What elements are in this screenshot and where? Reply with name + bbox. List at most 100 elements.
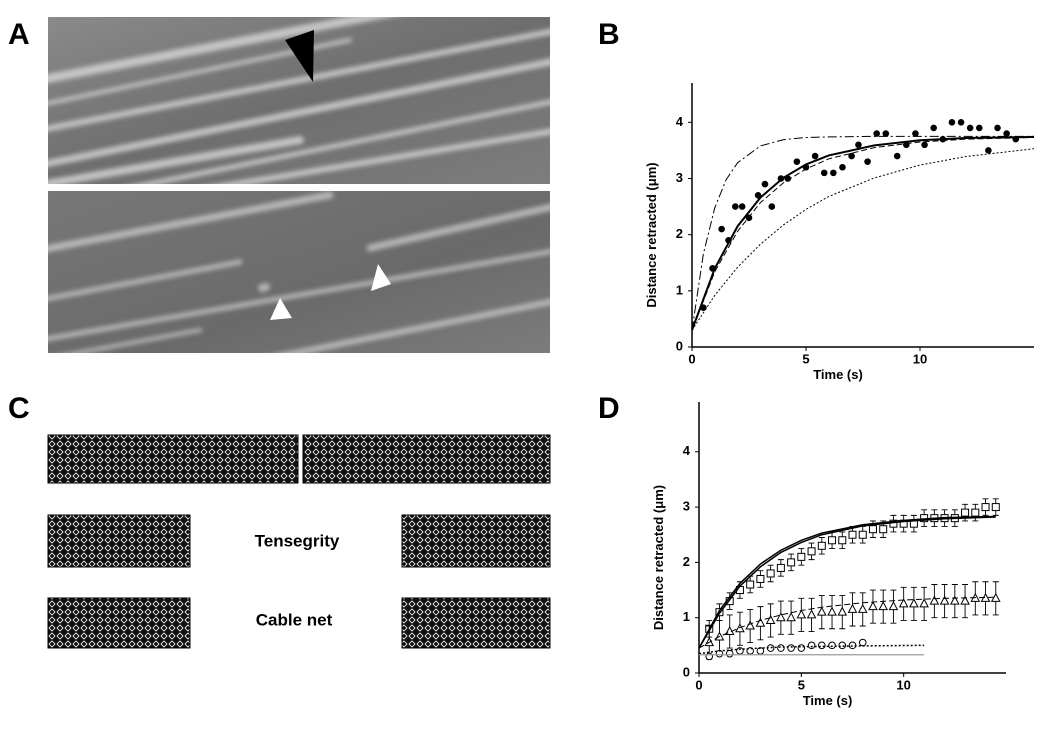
data-point [765,614,776,624]
data-point [754,192,762,199]
data-point [960,595,970,605]
data-point [1003,130,1010,137]
fit-curve [691,135,1034,331]
data-point [839,163,846,171]
data-point [755,617,766,627]
data-point [820,169,828,177]
data-point [975,124,983,132]
y-axis-label: Distance retracted (μm) [644,162,659,307]
x-tick-label: 10 [913,351,927,366]
data-point [806,609,817,619]
data-point [864,158,871,165]
y-axis-label: Distance retracted (μm) [651,485,666,630]
fit-curve [698,516,996,649]
data-point [776,612,786,622]
fit-curve [691,136,1035,331]
data-point [848,152,855,160]
fit-curve [691,148,1035,331]
diagram [47,434,551,649]
data-point [725,649,734,658]
data-point [948,119,956,126]
arrowhead [285,30,314,82]
data-point [787,558,796,567]
data-point [817,541,826,550]
data-point [912,130,919,137]
diagram-label: Tensegrity [255,531,340,550]
data-point [786,612,796,622]
y-tick-label: 2 [676,226,683,241]
data-point [738,203,746,210]
x-tick-label: 0 [688,351,695,366]
data-point [957,119,965,126]
data-point [848,530,857,539]
x-axis-label: Time (s) [803,693,853,708]
data-point [768,203,776,210]
y-tick-label: 3 [676,170,683,185]
y-tick-label: 0 [683,664,690,679]
data-point [966,124,974,132]
data-point [921,141,928,149]
data-point [909,598,919,608]
data-point [919,598,929,608]
fit-curve [698,644,925,655]
data-point [994,124,1001,132]
data-point [971,508,980,517]
data-point [807,547,816,556]
y-tick-label: 2 [683,554,690,569]
data-point [797,644,806,652]
panel-label: A [8,18,30,51]
panel-label: C [8,392,30,425]
data-point [888,601,899,611]
y-tick-label: 1 [676,282,683,297]
y-tick-label: 4 [676,114,684,129]
data-point [766,569,775,578]
data-point [873,130,880,137]
data-point [930,124,937,132]
x-tick-label: 0 [695,677,702,692]
data-point [746,580,755,589]
data-point [868,601,878,611]
data-point [745,214,753,222]
y-tick-label: 3 [683,499,690,514]
cable-segment [47,434,299,484]
y-tick-label: 1 [683,609,690,624]
data-point [858,638,867,647]
panel-label: B [598,18,620,51]
cable-segment [47,597,191,649]
data-point [811,152,819,160]
data-point [837,606,848,616]
data-point [981,503,990,512]
data-point [838,536,847,545]
cable-segment [401,597,551,649]
data-point [761,180,769,188]
x-tick-label: 10 [896,677,910,692]
data-point [793,158,801,165]
data-point [830,169,837,177]
fit-curve [691,135,1035,331]
cable-segment [47,514,191,568]
data-point [961,508,970,517]
fit-curve [698,515,996,649]
data-point [705,652,714,661]
data-point [878,601,889,611]
data-point [756,574,765,583]
data-point [776,563,785,572]
data-point [718,225,725,233]
data-point [847,603,858,613]
x-tick-label: 5 [798,677,805,692]
data-point [898,598,909,608]
data-point [787,644,795,652]
y-tick-label: 0 [676,338,683,353]
data-point [818,641,826,650]
arrowhead [371,264,391,291]
data-point [797,552,806,561]
micrograph-bottom [48,191,550,353]
y-tick-label: 4 [683,443,691,458]
data-point [838,641,847,650]
data-point [828,641,836,650]
data-point [868,525,877,534]
diagram-label: Cable net [256,610,333,629]
data-point [777,644,785,652]
x-tick-label: 5 [802,351,809,366]
